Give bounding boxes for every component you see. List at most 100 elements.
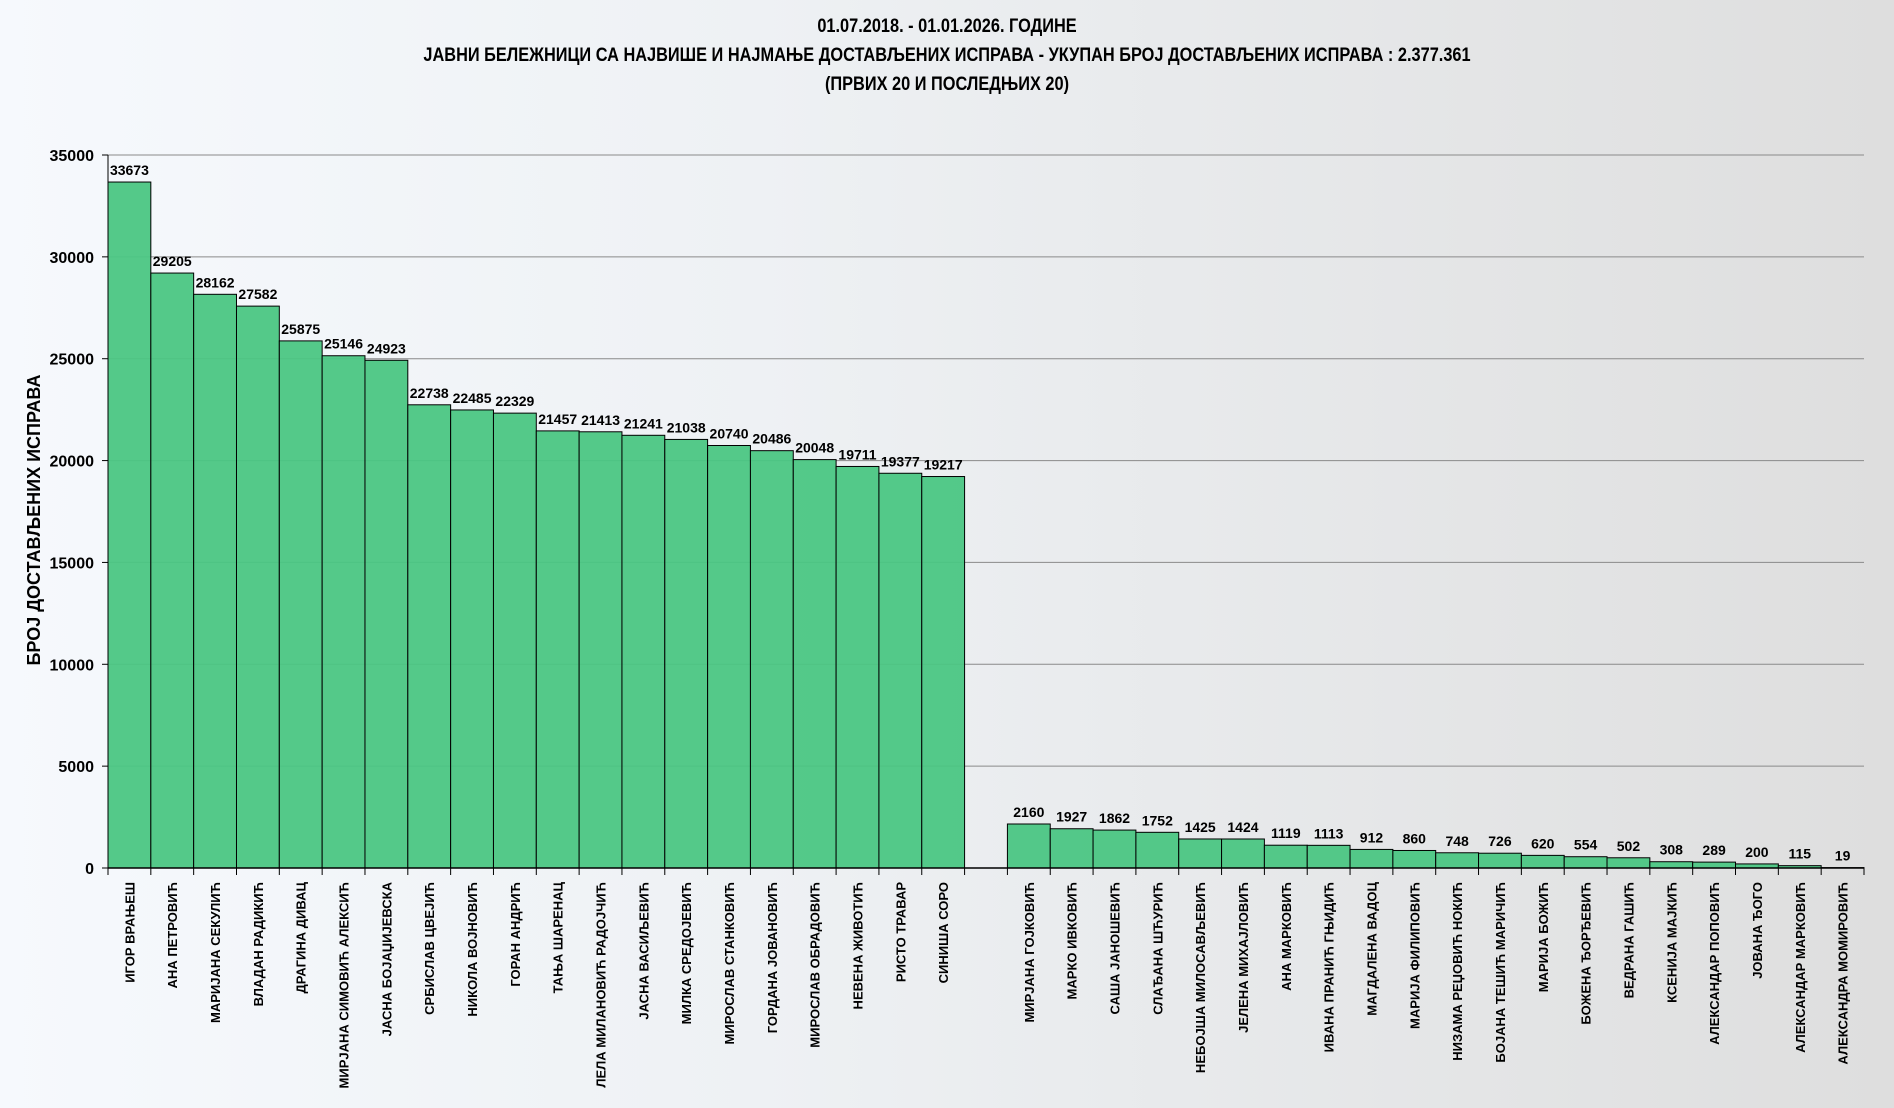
chart-title: 01.07.2018. - 01.01.2026. ГОДИНЕ ЈАВНИ Б… xyxy=(133,12,1762,99)
bar xyxy=(1263,844,1308,869)
bar xyxy=(1135,831,1180,869)
bar xyxy=(193,293,237,869)
bar xyxy=(1221,838,1265,869)
y-tick-label: 35000 xyxy=(50,148,95,165)
x-tick-label: БОЖЕНА ЂОРЂЕВИЋ xyxy=(1579,882,1594,1025)
x-tick-label: СРБИСЛАВ ЦВЕЈИЋ xyxy=(422,882,437,1015)
bar xyxy=(107,181,152,869)
data-label: 554 xyxy=(1574,837,1598,853)
data-label: 27582 xyxy=(238,286,277,302)
bar xyxy=(1306,844,1351,869)
title-line: (ПРВИХ 20 И ПОСЛЕДЊИХ 20) xyxy=(824,74,1070,95)
y-tick-label: 5000 xyxy=(58,759,94,776)
x-tick-label: ЈОВАНА ЂОГО xyxy=(1750,882,1765,979)
bar xyxy=(492,412,537,869)
x-tick-label: БОЈАНА ТЕШИЋ МАРИЧИЋ xyxy=(1493,882,1508,1063)
bar xyxy=(921,476,966,869)
y-axis-label: БРОЈ ДОСТАВЉЕНИХ ИСПРАВА xyxy=(24,375,44,666)
y-tick-label: 25000 xyxy=(50,352,95,369)
data-label: 33673 xyxy=(110,162,149,178)
y-tick-label: 10000 xyxy=(50,657,95,674)
x-tick-label: НЕВЕНА ЖИВОТИЋ xyxy=(851,882,866,1009)
x-tick-label: МАРИЈА БОЖИЋ xyxy=(1536,882,1551,992)
x-tick-label: ТАЊА ШАРЕНАЦ xyxy=(551,881,566,993)
data-label: 21413 xyxy=(581,412,620,428)
bar xyxy=(664,438,709,869)
data-label: 19 xyxy=(1835,848,1851,864)
data-label: 912 xyxy=(1360,829,1384,845)
data-label: 1113 xyxy=(1314,825,1344,841)
x-tick-label: АНА ПЕТРОВИЋ xyxy=(165,882,180,988)
bar xyxy=(749,450,794,869)
data-label: 28162 xyxy=(196,274,235,290)
x-tick-label: МИРЈАНА СИМОВИЋ АЛЕКСИЋ xyxy=(337,882,352,1088)
data-label: 19217 xyxy=(924,457,963,473)
data-label: 22485 xyxy=(453,390,492,406)
bar xyxy=(792,459,837,869)
y-tick-label: 0 xyxy=(85,861,94,878)
data-label: 748 xyxy=(1445,833,1469,849)
x-tick-label: СЛАЂАНА ШЋУРИЋ xyxy=(1150,882,1165,1015)
y-tick-label: 30000 xyxy=(50,250,95,267)
x-tick-label: ИВАНА ПРАНИЋ ГЊИДИЋ xyxy=(1322,882,1337,1052)
title-line: 01.07.2018. - 01.01.2026. ГОДИНЕ xyxy=(817,16,1077,37)
data-label: 308 xyxy=(1660,842,1684,858)
x-tick-label: ВЕДРАНА ГАШИЋ xyxy=(1621,882,1636,998)
x-tick-label: ГОРАН АНДРИЋ xyxy=(508,882,523,987)
bar xyxy=(1563,856,1608,869)
bars xyxy=(107,181,1865,869)
x-tick-label: НЕБОЈША МИЛОСАВЉЕВИЋ xyxy=(1193,882,1208,1073)
data-label: 20486 xyxy=(752,431,791,447)
bar xyxy=(621,434,666,869)
data-label: 21457 xyxy=(538,411,577,427)
x-tick-label: НИКОЛА ВОЈНОВИЋ xyxy=(465,882,480,1017)
bar xyxy=(707,444,751,869)
x-tick-label: АЛЕКСАНДАР ПОПОВИЋ xyxy=(1707,882,1722,1045)
bar xyxy=(835,465,880,869)
bar xyxy=(450,409,494,869)
x-tick-label: ДРАГИНА ДИВАЦ xyxy=(294,882,309,994)
data-label: 726 xyxy=(1488,833,1512,849)
data-label: 20048 xyxy=(795,440,834,456)
x-tick-label: АЛЕКСАНДРА МОМИРОВИЋ xyxy=(1836,882,1851,1065)
bar xyxy=(1092,829,1137,869)
data-label: 1927 xyxy=(1056,809,1087,825)
data-label: 19711 xyxy=(838,446,876,462)
data-label: 200 xyxy=(1745,844,1769,860)
bar xyxy=(1392,849,1437,869)
data-label: 2160 xyxy=(1013,804,1044,820)
data-label: 1425 xyxy=(1185,819,1216,835)
axes: 0 5000 10000 15000 20000 25000 30000 35000 xyxy=(50,148,1865,878)
data-label: 1424 xyxy=(1227,819,1258,835)
data-label: 24923 xyxy=(367,340,406,356)
bar xyxy=(1649,861,1694,869)
data-label: 21241 xyxy=(624,415,663,431)
x-tick-label: ЈАСНА БОЈАЏИЈЕВСКА xyxy=(379,881,394,1036)
data-label: 21038 xyxy=(667,419,706,435)
bar xyxy=(1178,838,1223,869)
bar xyxy=(1478,852,1522,869)
x-tick-label: ГОРДАНА ЈОВАНОВИЋ xyxy=(765,882,780,1033)
y-tick-label: 20000 xyxy=(50,454,95,471)
bar xyxy=(1692,861,1737,869)
data-label: 25146 xyxy=(324,336,363,352)
x-tick-label: МАРИЈАНА СЕКУЛИЋ xyxy=(208,882,223,1023)
bar xyxy=(235,305,280,869)
data-label: 502 xyxy=(1617,838,1641,854)
bar xyxy=(1435,852,1480,869)
bar xyxy=(1006,823,1051,869)
y-tick-label: 15000 xyxy=(50,555,95,572)
x-tick-label: МИЛКА СРЕДОЈЕВИЋ xyxy=(679,882,694,1024)
data-label: 1119 xyxy=(1271,825,1301,841)
data-label: 1862 xyxy=(1099,810,1130,826)
data-label: 19377 xyxy=(881,453,920,469)
labels: 33673 ИГОР ВРАЊЕШ 29205 АНА ПЕТРОВИЋ 28162 МА… xyxy=(110,162,1851,1088)
data-label: 22738 xyxy=(410,385,449,401)
bar xyxy=(321,355,366,869)
bar xyxy=(1049,828,1094,869)
x-tick-label: МИРОСЛАВ СТАНКОВИЋ xyxy=(722,882,737,1044)
data-label: 1752 xyxy=(1142,812,1173,828)
data-label: 25875 xyxy=(281,321,320,337)
data-label: 20740 xyxy=(710,425,749,441)
x-tick-label: СИНИША СОРО xyxy=(936,882,951,983)
